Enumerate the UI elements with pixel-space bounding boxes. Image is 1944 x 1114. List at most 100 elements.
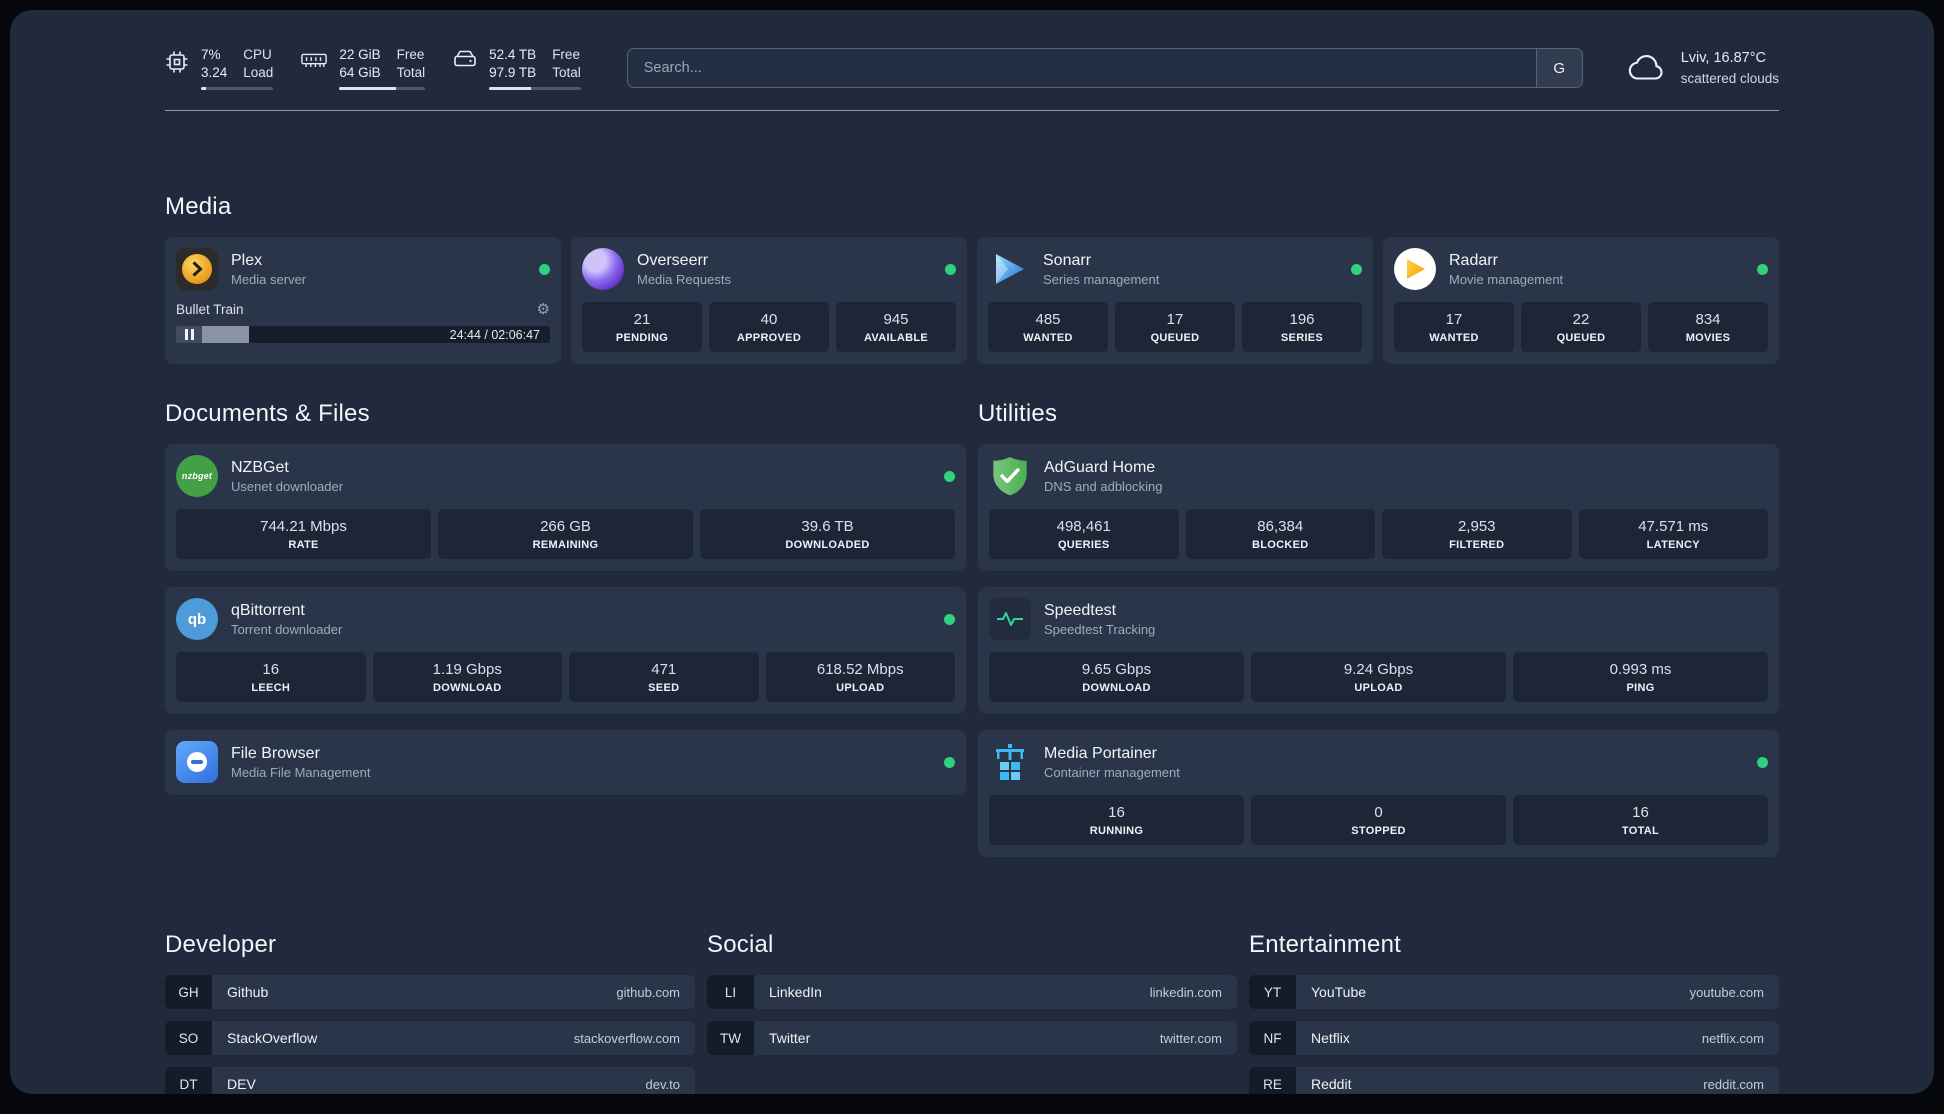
service-desc: Speedtest Tracking <box>1044 621 1156 637</box>
service-card-plex[interactable]: Plex Media server Bullet Train ⚙ <box>165 237 561 365</box>
service-desc: Media Requests <box>637 271 731 287</box>
stat-tile: 618.52 Mbps UPLOAD <box>765 652 955 703</box>
section-title-media: Media <box>165 193 232 221</box>
radarr-icon <box>1394 248 1436 291</box>
stat-tile: 21 PENDING <box>582 302 702 353</box>
service-desc: Container management <box>1044 764 1180 780</box>
service-name: AdGuard Home <box>1044 458 1156 476</box>
service-card-nzbget[interactable]: nzbget NZBGet Usenet downloader 744.21 M… <box>165 444 966 572</box>
service-desc: Media server <box>231 271 307 287</box>
service-desc: Movie management <box>1449 271 1564 287</box>
playback-progress-bar: 24:44 / 02:06:47 <box>176 326 550 344</box>
qbittorrent-icon: qb <box>176 598 218 641</box>
stat-tile: 22 QUEUED <box>1521 302 1641 353</box>
service-card-qbittorrent[interactable]: qb qBittorrent Torrent downloader 16 <box>165 587 966 715</box>
bookmark-dev[interactable]: DT DEV dev.to <box>165 1067 695 1094</box>
nzbget-icon: nzbget <box>176 455 218 498</box>
service-card-portainer[interactable]: Media Portainer Container management 16 … <box>978 730 1779 858</box>
stat-tile: 16 TOTAL <box>1513 795 1768 846</box>
bookmark-domain: linkedin.com <box>1149 984 1222 1000</box>
status-dot <box>945 263 956 275</box>
stat-tile: 39.6 TB DOWNLOADED <box>700 509 955 560</box>
plex-icon <box>176 248 218 291</box>
bookmark-youtube[interactable]: YT YouTube youtube.com <box>1249 975 1779 1010</box>
service-desc: Torrent downloader <box>231 621 343 637</box>
bookmark-abbr: LI <box>707 975 754 1010</box>
stat-tile: 1.19 Gbps DOWNLOAD <box>372 652 562 703</box>
service-name: Speedtest <box>1044 601 1117 619</box>
disk-widget: 52.4 TB Free 97.9 TB Total <box>453 46 581 91</box>
memory-label-top: Free <box>396 47 425 62</box>
search-input[interactable] <box>626 48 1583 88</box>
header-divider <box>165 110 1779 112</box>
memory-widget: 22 GiB Free 64 GiB Total <box>301 46 426 91</box>
bookmark-abbr: YT <box>1249 975 1296 1010</box>
sonarr-icon <box>988 248 1030 290</box>
stat-tile: 2,953 FILTERED <box>1382 509 1572 560</box>
filebrowser-icon <box>176 741 218 784</box>
search-bar: G <box>626 48 1583 88</box>
weather-location: Lviv, 16.87°C <box>1680 50 1767 66</box>
stat-tile: 40 APPROVED <box>709 302 829 353</box>
service-card-overseerr[interactable]: Overseerr Media Requests 21 PENDING 40 A… <box>571 237 967 365</box>
bookmark-linkedin[interactable]: LI LinkedIn linkedin.com <box>707 975 1237 1010</box>
cpu-label-top: CPU <box>243 47 272 62</box>
section-title-entertainment: Entertainment <box>1249 931 1402 959</box>
cpu-widget: 7% CPU 3.24 Load <box>165 46 274 91</box>
bookmark-netflix[interactable]: NF Netflix netflix.com <box>1249 1021 1779 1056</box>
stat-tile: 485 WANTED <box>988 302 1108 353</box>
section-title-developer: Developer <box>165 931 277 959</box>
bookmark-github[interactable]: GH Github github.com <box>165 975 695 1010</box>
memory-progress-bar <box>339 87 426 91</box>
bookmark-abbr: RE <box>1249 1067 1296 1094</box>
settings-icon[interactable]: ⚙ <box>536 301 550 319</box>
bookmark-stackoverflow[interactable]: SO StackOverflow stackoverflow.com <box>165 1021 695 1056</box>
service-card-filebrowser[interactable]: File Browser Media File Management <box>165 730 966 796</box>
overseerr-icon <box>582 248 624 291</box>
stat-tile: 17 QUEUED <box>1115 302 1235 353</box>
stat-tile: 834 MOVIES <box>1648 302 1768 353</box>
status-dot <box>1757 263 1768 275</box>
bookmark-domain: reddit.com <box>1703 1076 1764 1092</box>
section-title-documents: Documents & Files <box>165 400 370 428</box>
stat-tile: 16 LEECH <box>176 652 366 703</box>
memory-label-bottom: Total <box>396 64 426 80</box>
status-dot <box>944 613 955 625</box>
bookmark-name: StackOverflow <box>227 1030 318 1047</box>
bookmark-reddit[interactable]: RE Reddit reddit.com <box>1249 1067 1779 1094</box>
service-card-speedtest[interactable]: Speedtest Speedtest Tracking 9.65 Gbps D… <box>978 587 1779 715</box>
service-card-adguard[interactable]: AdGuard Home DNS and adblocking 498,461 … <box>978 444 1779 572</box>
service-desc: DNS and adblocking <box>1044 478 1163 494</box>
stat-tile: 9.65 Gbps DOWNLOAD <box>989 652 1244 703</box>
search-provider-button[interactable]: G <box>1535 49 1582 87</box>
bookmark-name: LinkedIn <box>769 984 822 1001</box>
service-name: NZBGet <box>231 458 289 476</box>
cpu-load: 3.24 <box>201 64 228 80</box>
bookmark-name: Twitter <box>769 1030 811 1047</box>
memory-free: 22 GiB <box>339 47 381 62</box>
stat-tile: 0 STOPPED <box>1251 795 1506 846</box>
stat-tile: 744.21 Mbps RATE <box>176 509 431 560</box>
speedtest-icon <box>989 598 1031 641</box>
cpu-icon <box>166 51 188 73</box>
stat-tile: 17 WANTED <box>1394 302 1514 353</box>
cloud-icon <box>1628 55 1663 80</box>
portainer-icon <box>989 741 1031 783</box>
cpu-progress-bar <box>201 87 274 91</box>
stat-tile: 16 RUNNING <box>989 795 1244 846</box>
weather-condition: scattered clouds <box>1680 71 1779 87</box>
bookmark-twitter[interactable]: TW Twitter twitter.com <box>707 1021 1237 1056</box>
bookmark-abbr: DT <box>165 1067 212 1094</box>
section-title-social: Social <box>707 931 774 959</box>
disk-label-bottom: Total <box>552 64 581 80</box>
bookmark-name: YouTube <box>1311 984 1367 1001</box>
service-card-radarr[interactable]: Radarr Movie management 17 WANTED 22 QUE… <box>1383 237 1779 365</box>
service-name: Sonarr <box>1043 251 1092 269</box>
bookmark-name: DEV <box>227 1076 256 1093</box>
pause-icon[interactable] <box>176 326 202 344</box>
service-card-sonarr[interactable]: Sonarr Series management 485 WANTED 17 Q… <box>977 237 1373 365</box>
bookmark-domain: twitter.com <box>1159 1030 1222 1046</box>
service-name: Media Portainer <box>1044 744 1157 762</box>
bookmark-domain: stackoverflow.com <box>573 1030 680 1046</box>
service-name: Plex <box>231 251 263 269</box>
